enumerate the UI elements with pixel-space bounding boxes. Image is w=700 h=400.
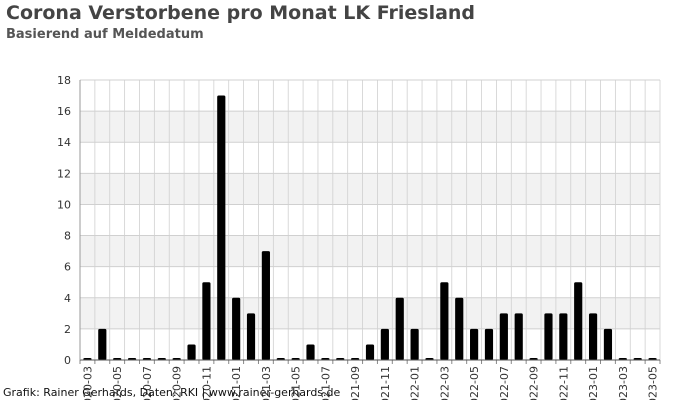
- bar-2020-04: [98, 328, 107, 360]
- y-tick-label: 14: [57, 136, 71, 149]
- x-tick-label: 2020-05: [111, 366, 124, 400]
- chart-credit: Grafik: Rainer Gerhards, Daten: RKI | ww…: [3, 386, 341, 399]
- y-tick-label: 0: [64, 354, 71, 367]
- x-tick-label: 2021-03: [260, 366, 273, 400]
- background-band: [80, 297, 660, 329]
- bar-2021-06: [306, 344, 315, 360]
- background-bands: [80, 111, 660, 329]
- x-tick-label: 2022-03: [438, 366, 451, 400]
- bar-2022-04: [455, 297, 464, 360]
- bar-2022-01: [410, 328, 419, 360]
- axes: [79, 80, 661, 364]
- x-tick-label: 2022-09: [528, 366, 541, 400]
- x-tick-label: 2021-01: [230, 366, 243, 400]
- bar-2021-12: [395, 297, 404, 360]
- x-tick-label: 2021-09: [349, 366, 362, 400]
- y-tick-label: 18: [57, 74, 71, 87]
- bar-2022-05: [470, 328, 479, 360]
- bar-2023-02: [603, 328, 613, 360]
- bar-2022-10: [544, 313, 553, 360]
- x-tick-label: 2022-01: [409, 366, 422, 400]
- bar-2022-12: [574, 282, 583, 360]
- bar-2020-11: [202, 282, 211, 360]
- x-tick-label: 2022-07: [498, 366, 511, 400]
- x-tick-label: 2022-05: [468, 366, 481, 400]
- x-tick-label: 2020-03: [81, 366, 94, 400]
- y-tick-label: 4: [64, 292, 71, 305]
- bar-2022-06: [484, 328, 494, 360]
- x-tick-label: 2020-09: [171, 366, 184, 400]
- x-tick-label: 2022-11: [557, 366, 570, 400]
- x-tick-label: 2021-11: [379, 366, 392, 400]
- x-tick-label: 2023-01: [587, 366, 600, 400]
- x-tick-label: 2020-07: [141, 366, 154, 400]
- bar-2021-01: [232, 297, 241, 360]
- y-tick-label: 8: [64, 230, 71, 243]
- x-tick-label: 2023-05: [647, 366, 660, 400]
- bar-2020-12: [217, 95, 226, 361]
- x-tick-label: 2021-07: [319, 366, 332, 400]
- chart-title: Corona Verstorbene pro Monat LK Frieslan…: [6, 2, 476, 24]
- x-tick-label: 2021-05: [290, 366, 303, 400]
- y-tick-label: 12: [57, 167, 71, 180]
- y-tick-label: 10: [57, 198, 71, 211]
- data-bars: [83, 95, 657, 361]
- x-tick-label: 2023-03: [617, 366, 630, 400]
- x-axis-tick-labels: 2020-03 2020-05 2020-07 2020-09 2020-11 2021-…: [81, 366, 659, 400]
- bar-2022-08: [514, 313, 523, 360]
- background-band: [80, 111, 660, 143]
- bar-2021-10: [365, 344, 375, 360]
- bar-2021-11: [380, 328, 389, 360]
- background-band: [80, 235, 660, 267]
- bar-2022-03: [440, 282, 449, 360]
- bar-2022-11: [559, 313, 568, 360]
- bar-2023-01: [588, 313, 598, 360]
- background-band: [80, 173, 660, 205]
- bar-2022-07: [499, 313, 508, 360]
- chart-subtitle: Basierend auf Meldedatum: [6, 27, 204, 42]
- bar-2021-02: [246, 313, 256, 360]
- bar-2020-10: [187, 344, 196, 360]
- y-axis-tick-labels: 0 2 4 6 8 10 12 14 16 18: [57, 74, 71, 367]
- x-tick-label: 2020-11: [200, 366, 213, 400]
- bar-2021-03: [261, 251, 270, 360]
- y-tick-label: 6: [64, 261, 71, 274]
- y-tick-label: 16: [57, 105, 71, 118]
- y-tick-label: 2: [64, 323, 71, 336]
